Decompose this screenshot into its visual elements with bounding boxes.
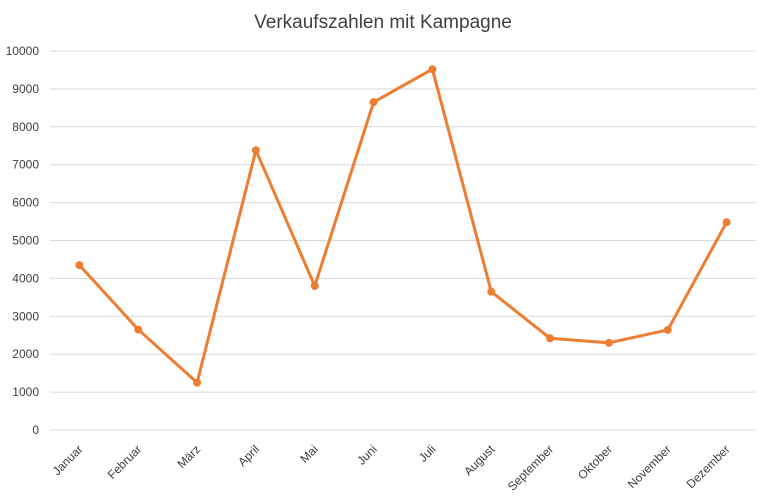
x-tick-label: Dezember — [684, 442, 733, 491]
y-tick-label: 0 — [32, 423, 39, 437]
y-tick-label: 8000 — [12, 120, 39, 134]
x-tick-label: April — [235, 442, 262, 469]
y-axis-ticks: 0 1000 2000 3000 4000 5000 6000 7000 8000 9000 100… — [6, 44, 40, 437]
x-tick-label: März — [174, 442, 203, 471]
y-tick-label: 6000 — [12, 196, 39, 210]
data-point — [604, 338, 613, 347]
y-tick-label: 3000 — [12, 309, 39, 323]
y-tick-label: 7000 — [12, 158, 39, 172]
x-tick-label: Februar — [105, 442, 145, 482]
data-point — [487, 287, 496, 296]
x-tick-label: Januar — [50, 442, 86, 478]
y-tick-label: 5000 — [12, 234, 39, 248]
x-tick-label: Juni — [354, 442, 379, 467]
x-tick-label: Mai — [297, 442, 321, 466]
y-tick-label: 10000 — [6, 44, 40, 58]
series-line — [77, 67, 729, 385]
data-point — [663, 325, 672, 334]
y-tick-label: 2000 — [12, 347, 39, 361]
data-point — [75, 261, 84, 270]
gridlines — [50, 50, 756, 431]
x-tick-label: Oktober — [575, 442, 615, 482]
x-tick-label: September — [505, 442, 556, 493]
y-tick-label: 9000 — [12, 82, 39, 96]
x-axis-ticks: Januar Februar März April Mai Juni Juli August S… — [50, 442, 733, 494]
x-tick-label: November — [625, 442, 674, 491]
y-tick-label: 1000 — [12, 385, 39, 399]
data-point — [251, 146, 260, 155]
chart-title: Verkaufszahlen mit Kampagne — [254, 12, 512, 33]
data-point — [193, 378, 202, 387]
data-point — [546, 334, 555, 343]
x-tick-label: Juli — [416, 442, 439, 465]
y-tick-label: 4000 — [12, 271, 39, 285]
data-point — [310, 281, 319, 290]
x-tick-label: August — [461, 442, 498, 479]
data-point — [722, 218, 731, 227]
data-point — [369, 98, 378, 107]
series-group — [75, 65, 731, 387]
data-point — [428, 65, 437, 74]
data-point — [134, 325, 143, 334]
